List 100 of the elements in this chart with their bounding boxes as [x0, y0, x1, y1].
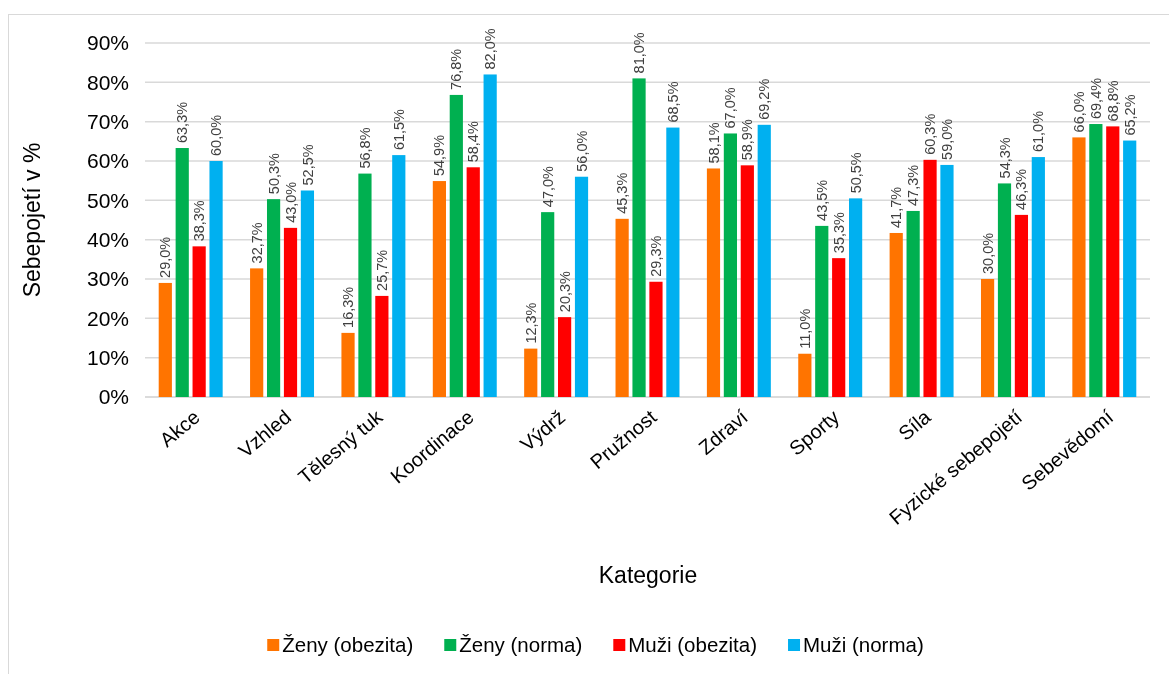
bar	[392, 155, 406, 397]
bar	[558, 317, 572, 397]
data-label: 68,8%	[1104, 80, 1121, 122]
bar	[266, 199, 281, 397]
y-tick-label: 80%	[86, 70, 129, 94]
bar	[798, 353, 812, 397]
bar	[358, 173, 372, 397]
data-label: 41,7%	[888, 186, 905, 228]
data-label: 68,5%	[664, 81, 681, 123]
data-label: 30,0%	[979, 232, 996, 274]
data-label: 76,8%	[448, 48, 465, 90]
data-label: 61,0%	[1030, 110, 1047, 153]
y-tick-label: 90%	[86, 31, 129, 55]
data-label: 60,0%	[208, 114, 225, 156]
bar	[524, 348, 538, 397]
data-label: 45,3%	[614, 172, 631, 214]
bar	[632, 78, 646, 397]
bar	[997, 183, 1012, 397]
data-label: 58,4%	[465, 121, 482, 163]
data-label: 61,5%	[390, 108, 407, 151]
y-tick-label: 70%	[86, 110, 129, 134]
legend-label: Muži (obezita)	[628, 633, 758, 657]
data-label: 43,0%	[282, 181, 299, 223]
data-label: 16,3%	[340, 286, 357, 328]
data-label: 50,5%	[847, 152, 864, 194]
bar	[923, 159, 937, 397]
y-tick-label: 60%	[86, 149, 129, 173]
bar	[940, 164, 954, 397]
y-tick-label: 40%	[86, 228, 129, 252]
data-label: 52,5%	[299, 144, 316, 186]
data-label: 47,0%	[539, 165, 556, 208]
data-label: 46,3%	[1013, 168, 1030, 210]
data-label: 63,3%	[174, 101, 191, 144]
data-label: 29,0%	[157, 236, 174, 278]
bar	[158, 282, 172, 397]
data-label: 56,0%	[573, 130, 590, 172]
bar	[192, 246, 206, 397]
bar	[1014, 214, 1029, 397]
bar	[175, 148, 189, 397]
data-label: 60,3%	[922, 113, 939, 155]
bar	[250, 268, 264, 397]
bar	[723, 133, 737, 397]
bar	[740, 165, 754, 397]
bar	[283, 227, 298, 397]
bar	[889, 232, 903, 397]
data-label: 81,0%	[631, 32, 648, 74]
data-label: 69,4%	[1087, 77, 1104, 120]
bar	[300, 190, 315, 397]
bar	[706, 168, 721, 397]
y-tick-label: 20%	[86, 306, 129, 330]
data-label: 82,0%	[482, 28, 499, 70]
bar	[432, 181, 446, 397]
bar	[1031, 157, 1045, 397]
y-tick-label: 30%	[86, 267, 129, 291]
data-label: 54,3%	[996, 137, 1013, 179]
data-label: 65,2%	[1121, 94, 1138, 136]
bar	[849, 198, 863, 397]
bar	[615, 218, 629, 397]
bar	[757, 124, 771, 397]
data-label: 66,0%	[1071, 91, 1088, 133]
data-label: 35,3%	[830, 211, 847, 254]
data-label: 32,7%	[248, 222, 265, 264]
bar	[1123, 140, 1137, 397]
y-tick-label: 10%	[86, 346, 129, 370]
data-label: 25,7%	[373, 249, 390, 291]
legend-label: Ženy (obezita)	[282, 633, 414, 657]
x-tick-label: Síla	[894, 405, 936, 445]
data-label: 58,1%	[705, 122, 722, 164]
data-label: 38,3%	[191, 200, 208, 242]
data-label: 58,9%	[739, 119, 756, 161]
data-label: 12,3%	[522, 302, 539, 344]
y-tick-label: 0%	[98, 385, 129, 409]
data-label: 11,0%	[796, 308, 813, 349]
bar	[1106, 126, 1120, 397]
bar	[341, 332, 355, 397]
legend-label: Muži (norma)	[803, 633, 924, 657]
data-label: 47,3%	[905, 164, 922, 206]
data-label: 69,2%	[756, 78, 773, 120]
data-label: 54,9%	[431, 134, 448, 177]
legend-label: Ženy (norma)	[459, 633, 583, 657]
y-axis-title: Sebepojetí v %	[19, 142, 46, 298]
bar	[1072, 137, 1086, 397]
data-label: 29,3%	[648, 235, 665, 277]
bar	[375, 295, 389, 397]
bar	[1089, 124, 1103, 397]
bar	[980, 279, 995, 397]
bar	[832, 258, 846, 397]
bar	[666, 127, 680, 397]
bar	[466, 167, 480, 397]
bar	[574, 176, 589, 397]
data-label: 50,3%	[265, 152, 282, 195]
data-label: 43,5%	[813, 179, 830, 221]
data-label: 20,3%	[556, 270, 573, 313]
data-label: 67,0%	[722, 87, 739, 129]
bar	[815, 225, 829, 397]
bar	[449, 94, 463, 397]
bar	[649, 281, 663, 397]
bar	[541, 212, 555, 397]
bar	[483, 74, 497, 397]
x-axis-title: Kategorie	[598, 562, 698, 589]
